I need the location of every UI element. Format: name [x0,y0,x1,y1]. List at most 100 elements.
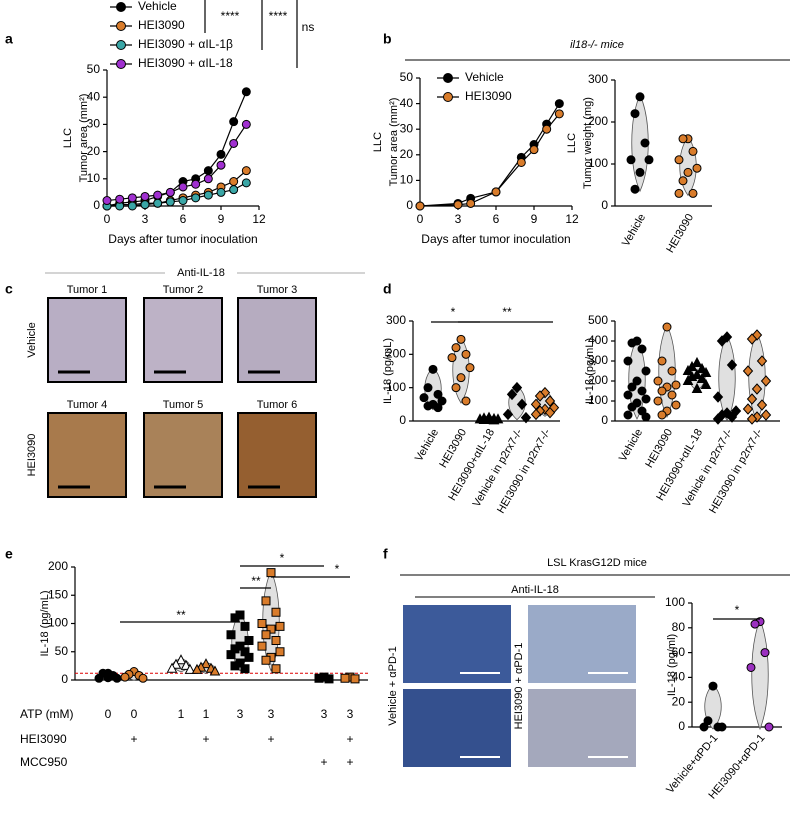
significance: ** [251,574,261,588]
y-tick-label: 200 [588,114,608,128]
data-point [275,621,285,631]
row-value: 3 [268,707,275,721]
data-point [627,382,637,392]
data-point [699,722,709,732]
data-point [200,658,212,669]
y-tick-label: 60 [672,645,686,659]
violin [751,618,769,731]
micrograph [47,297,127,383]
y-axis-label: Tumor weight (mg) [582,97,594,189]
row-value: + [346,732,353,746]
data-point [140,191,150,201]
panel-c-images [45,272,365,498]
x-tick-label: 3 [142,212,149,226]
x-tick-label: 3 [455,212,462,226]
legend-marker [116,59,126,69]
data-point [653,376,663,386]
y-tick-label: 0 [678,719,685,733]
data-point [466,198,476,208]
data-point [230,661,240,671]
data-point [138,673,148,683]
y-axis-label: IL-18 (pg/mL) [39,590,51,656]
x-axis-label: Days after tumor inoculation [108,232,257,246]
tile-label: Tumor 2 [163,284,204,296]
y-tick-label: 50 [55,644,69,658]
panel-letter: d [383,281,392,297]
data-point [683,167,693,177]
data-point [623,356,633,366]
data-point [415,201,425,211]
data-point [534,390,546,402]
x-tick-label: Vehicle [413,427,441,464]
data-point [423,383,433,393]
y-tick-label: 100 [48,616,68,630]
series-line [106,124,247,202]
data-point [751,383,763,395]
row-value: 0 [105,707,112,721]
row-value: + [267,732,274,746]
violin [424,366,442,411]
data-point [657,410,667,420]
row-value: 3 [321,707,328,721]
row-value: 0 [131,707,138,721]
data-point [115,194,125,204]
data-point [516,398,528,411]
y-tick-label: 100 [665,595,685,609]
data-point [153,190,163,200]
legend-label: Vehicle [465,70,504,84]
data-point [726,411,738,423]
legend-marker [443,92,453,102]
data-point [756,355,768,367]
data-point [516,157,526,167]
y-tick-label: 300 [588,72,608,86]
data-point [153,198,163,208]
panel-title: LSL KrasG12D mice [547,557,647,569]
data-point [696,372,708,383]
data-point [667,390,677,400]
x-tick-label: HEI3090 in p2rx7-/- [495,427,553,516]
data-point [691,382,703,393]
data-point [662,322,672,332]
data-point [717,722,727,732]
panel-letter: c [5,281,13,297]
violin [631,93,649,193]
row-label: ATP (mM) [20,707,74,721]
y-tick-label: 200 [48,559,68,573]
data-point [433,389,443,399]
tile-label: Tumor 6 [257,399,298,411]
tile-label: Tumor 1 [67,284,108,296]
data-point [240,664,250,674]
legend-label: HEI3090 [138,18,185,32]
row-value: + [346,755,353,769]
data-point [175,654,187,665]
tile-label: Tumor 4 [67,399,108,411]
data-point [529,145,539,155]
panel-title: il18-/- mice [570,39,624,51]
panel-letter: f [383,546,388,562]
data-point [261,630,271,640]
y-axis-label: Tumor area (mm²) [78,94,90,183]
data-point [746,413,758,425]
data-point [241,178,251,188]
micrograph [528,689,636,767]
y-tick-label: 20 [400,147,414,161]
data-point [760,648,770,658]
data-point [641,366,651,376]
row-label: Vehicle [26,322,38,357]
row-label: HEI3090 [26,434,38,477]
micrograph [403,689,511,767]
data-point [102,196,112,206]
significance: ns [302,20,315,34]
y-tick-label: 30 [87,117,101,131]
y-tick-label: 100 [588,156,608,170]
data-point [257,641,267,651]
y-tick-label: 10 [400,173,414,187]
y-tick-label: 500 [588,313,608,327]
data-point [554,109,564,119]
significance: **** [221,9,240,23]
data-point [261,655,271,665]
data-point [140,200,150,210]
data-point [350,674,360,684]
significance: ** [176,608,186,622]
